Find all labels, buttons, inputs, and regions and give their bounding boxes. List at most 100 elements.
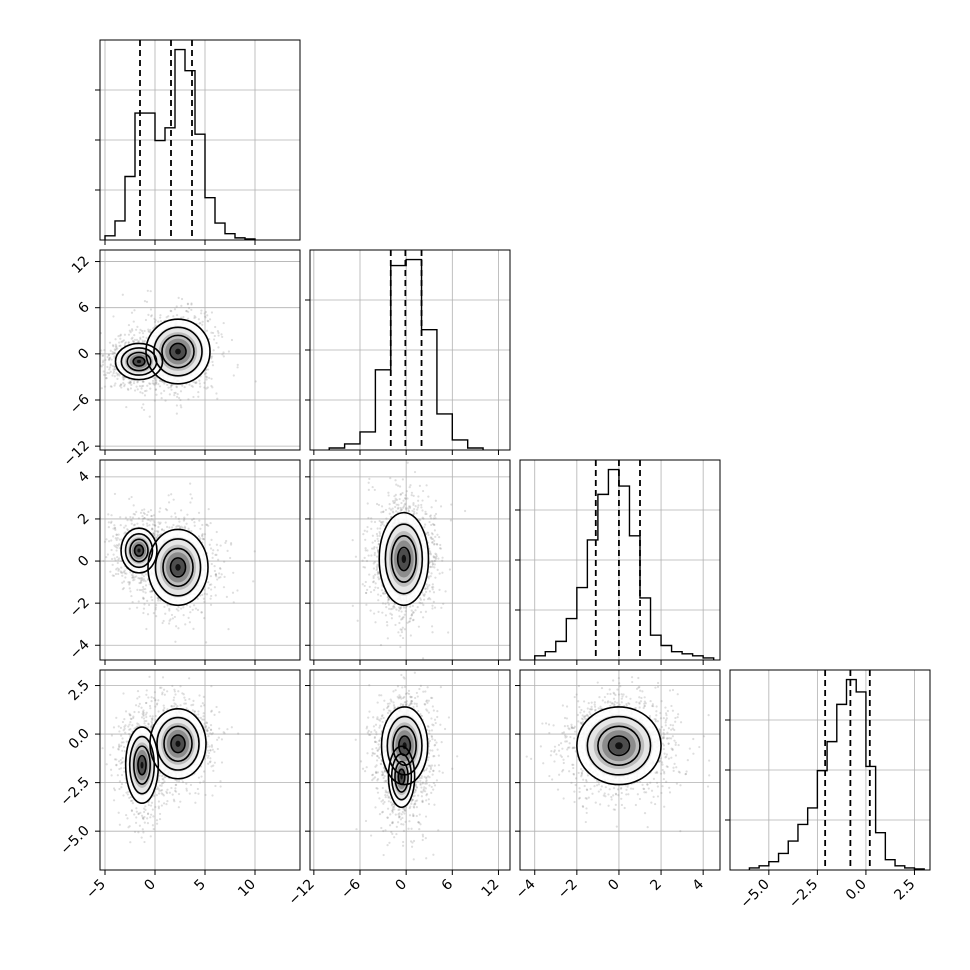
p2-vs-p1-scatter-point <box>110 385 113 388</box>
p2-vs-p1-scatter-point <box>123 383 126 386</box>
p2-vs-p1-scatter-point <box>96 361 98 363</box>
p4-vs-p1-scatter-point <box>166 800 169 803</box>
p4-vs-p1-scatter-point <box>142 817 145 820</box>
p4-vs-p1-scatter-point <box>206 729 209 733</box>
p3-vs-p1-scatter-point <box>214 594 217 597</box>
p2-vs-p1-contour-1-1 <box>153 326 203 377</box>
p2-vs-p1-scatter-point <box>197 318 200 321</box>
p2-vs-p1-scatter-point <box>100 387 103 390</box>
p3-vs-p1-scatter-point <box>197 511 201 514</box>
p2-vs-p1-contour-3-1 <box>169 342 187 361</box>
p2-vs-p1-scatter-point <box>113 384 116 387</box>
p3-vs-p1-scatter-point <box>168 609 171 612</box>
p3-vs-p2-scatter-point <box>354 555 358 558</box>
p2-vs-p1-scatter-point <box>160 392 163 395</box>
p3-vs-p1-scatter-point <box>203 600 206 603</box>
p3-vs-p2-scatter-point <box>421 509 424 512</box>
p2-vs-p1-scatter-point <box>187 398 190 401</box>
p4-vs-p1-scatter-point <box>166 690 169 693</box>
p3-vs-p1-scatter-point <box>107 540 111 543</box>
p3-vs-p1-scatter-point <box>146 599 149 602</box>
p3-vs-p1-scatter-point <box>171 617 175 620</box>
p4-vs-p1-scatter-point <box>143 815 146 819</box>
p3-vs-p1-scatter-point <box>167 501 171 504</box>
p3-vs-p1-scatter-point <box>103 540 107 543</box>
p3-vs-p2-scatter-point <box>366 588 369 591</box>
p2-vs-p1-scatter-point <box>119 334 122 337</box>
p3-vs-p2-scatter-point <box>380 505 384 508</box>
p4-vs-p1-scatter-point <box>113 758 117 761</box>
p3-vs-p1-scatter-point <box>142 588 145 591</box>
p2-vs-p1-scatter-point <box>154 319 157 322</box>
p3-vs-p2-scatter-point <box>401 626 404 629</box>
p3-vs-p1-scatter-point <box>133 578 136 581</box>
p3-vs-p2-scatter-point <box>372 576 375 580</box>
p3-vs-p2-scatter-point <box>384 614 388 617</box>
p3-vs-p2-scatter-point <box>375 532 379 536</box>
p2-vs-p1-scatter-point <box>170 388 173 391</box>
p3-vs-p1-scatter-point <box>191 608 194 611</box>
p2-vs-p1-scatter-point <box>197 395 200 398</box>
p2-vs-p1-scatter-point <box>199 385 202 388</box>
p2-vs-p1-scatter-point <box>254 380 257 383</box>
p2-vs-p1-scatter-point <box>181 384 184 387</box>
p2-vs-p1-density <box>87 289 257 418</box>
p2-vs-p1-scatter-point <box>154 383 157 386</box>
p4-vs-p1-scatter-point <box>207 726 210 729</box>
p4-vs-p1-scatter-point <box>158 789 161 792</box>
p4-vs-p1-scatter-point <box>121 757 124 760</box>
p3-vs-p2-scatter-point <box>382 510 385 513</box>
p2-vs-p1-scatter-point <box>102 370 105 373</box>
p4-vs-p1-scatter-point <box>163 776 166 779</box>
p2-vs-p1-scatter-point <box>136 380 139 383</box>
p3-vs-p2-scatter-point <box>402 505 406 508</box>
p2-vs-p1-scatter-point <box>180 304 183 307</box>
p4-vs-p1-scatter-point <box>163 693 166 696</box>
p4-vs-p1-scatter-point <box>206 745 209 748</box>
p2-vs-p1-scatter-point <box>217 334 220 337</box>
p3-vs-p1-scatter-point <box>216 578 219 581</box>
p2-vs-p1-scatter-point <box>147 330 150 333</box>
p3-vs-p1-scatter-point <box>110 514 113 517</box>
p3-vs-p2-scatter-point <box>377 610 380 613</box>
p2-vs-p1-scatter-point <box>204 375 208 378</box>
p3-vs-p2-scatter-point <box>406 497 409 500</box>
p2-vs-p1-scatter-point <box>111 364 114 368</box>
p2-vs-p1-scatter-point <box>113 351 116 354</box>
p2-hist-frame <box>309 249 511 451</box>
p2-vs-p1-scatter-point <box>105 377 108 380</box>
p3-vs-p2-scatter-point <box>371 534 374 537</box>
p3-vs-p1-scatter-point <box>115 538 118 542</box>
p4-vs-p1-scatter-point <box>161 793 164 796</box>
p2-vs-p1-scatter-point <box>87 348 89 350</box>
p2-vs-p1-scatter-point <box>170 384 173 387</box>
p4-vs-p1-scatter-point <box>115 763 118 767</box>
p3-vs-p1-scatter-point <box>119 516 122 519</box>
p3-vs-p1-scatter-point <box>191 518 194 522</box>
p2-vs-p1-scatter-point <box>113 375 116 378</box>
p4-vs-p1-scatter-point <box>216 747 219 751</box>
p4-vs-p1-xtick-label-1: 0 <box>141 876 159 894</box>
p4-vs-p1-scatter-point <box>220 761 224 764</box>
p4-vs-p1-xtick-label-0: −5 <box>83 876 109 902</box>
p2-vs-p1-scatter-point <box>187 306 191 310</box>
p3-vs-p1-scatter-point <box>253 550 256 553</box>
p2-vs-p1-scatter-point <box>108 356 112 359</box>
p2-vs-p1-scatter-point <box>112 345 115 348</box>
p3-vs-p1-scatter-point <box>187 616 190 619</box>
p4-vs-p1-scatter-point <box>172 798 176 801</box>
p3-vs-p1-scatter-point <box>133 523 137 526</box>
p2-vs-p1-scatter-point <box>236 363 239 366</box>
p2-vs-p1-scatter-point <box>106 355 109 359</box>
p3-vs-p2-scatter-point <box>434 499 437 502</box>
p4-vs-p1-scatter-point <box>165 790 168 793</box>
p3-vs-p1-scatter-point <box>115 549 118 552</box>
p3-vs-p1-scatter-point <box>143 603 146 606</box>
p3-vs-p1-scatter-point <box>116 546 119 549</box>
p3-vs-p1-scatter-point <box>146 518 149 521</box>
p3-vs-p1-scatter-point <box>225 595 228 598</box>
p4-vs-p1-scatter-point <box>116 774 119 777</box>
p4-vs-p1-contour-3-1 <box>170 734 186 754</box>
p4-vs-p1-scatter-point <box>117 725 120 728</box>
p2-vs-p1-scatter-point <box>104 373 107 377</box>
